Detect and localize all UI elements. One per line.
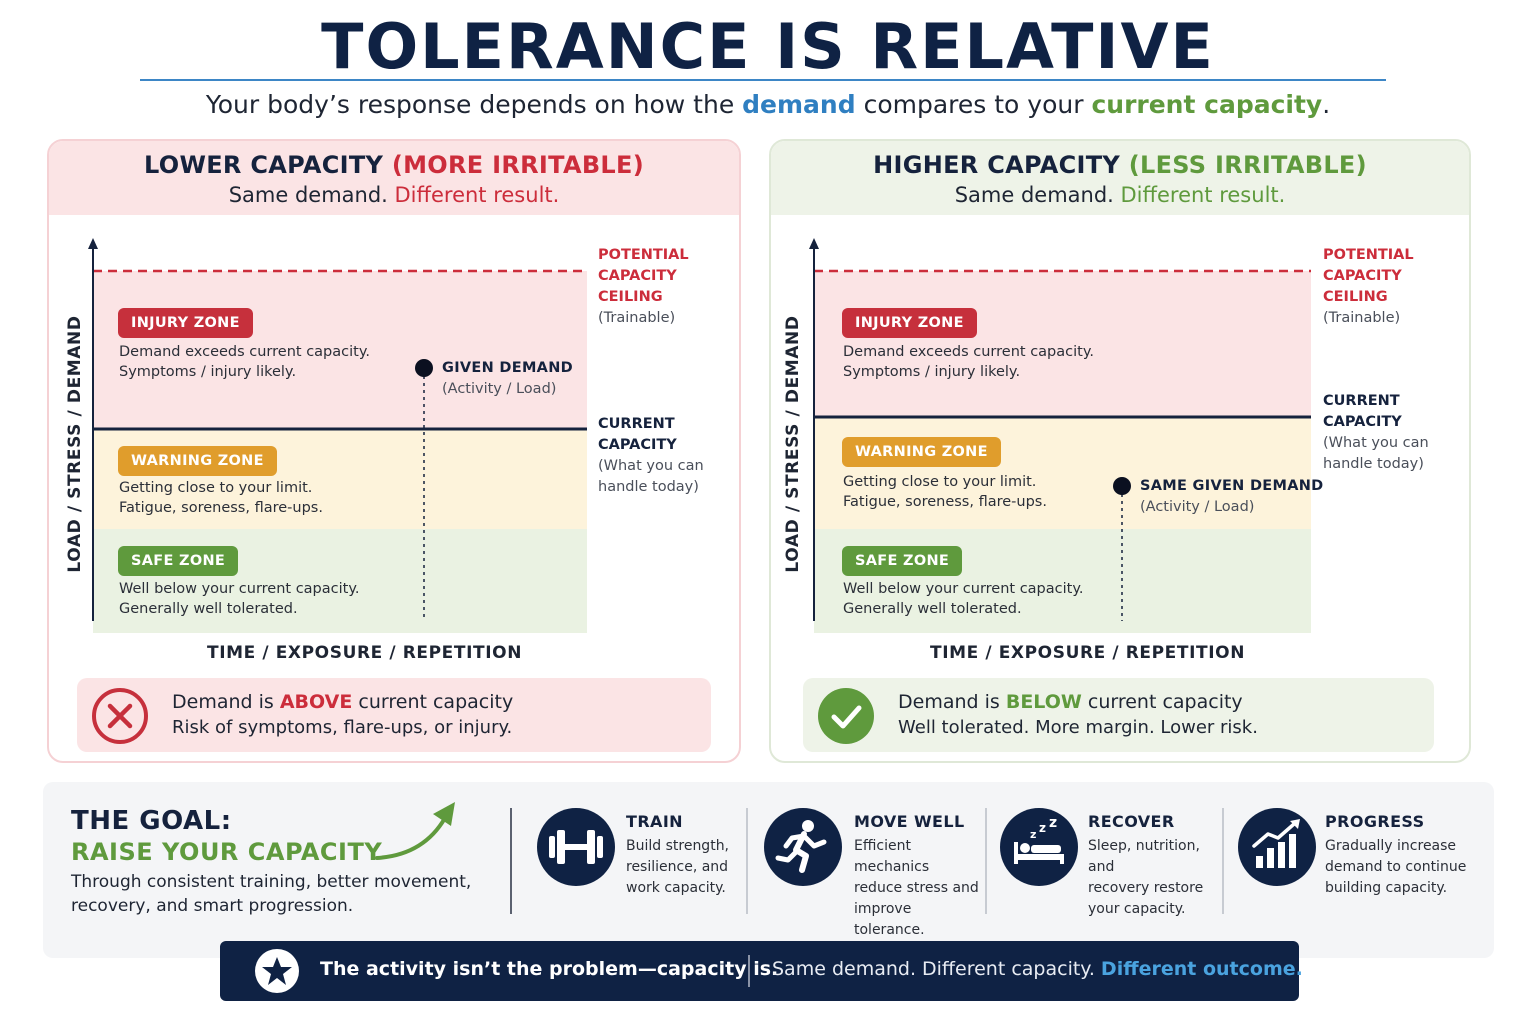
safe-zone-pill: SAFE ZONE: [842, 546, 963, 576]
given-demand-dot: [415, 359, 433, 377]
dumbbell-icon: [537, 808, 615, 886]
svg-text:z: z: [1030, 828, 1036, 841]
feature-description: Sleep, nutrition, and recovery restore you…: [1088, 838, 1204, 917]
panel-header: LOWER CAPACITY (MORE IRRITABLE) Same dem…: [49, 141, 739, 215]
x-axis-label: TIME / EXPOSURE / REPETITION: [930, 643, 1246, 663]
verdict-detail: Risk of symptoms, flare-ups, or injury.: [172, 717, 513, 738]
panel-header: HIGHER CAPACITY (LESS IRRITABLE) Same de…: [771, 141, 1469, 215]
warning-zone-area: [814, 417, 1311, 529]
verdict-detail: Well tolerated. More margin. Lower risk.: [898, 717, 1258, 738]
given-demand-label: GIVEN DEMAND (Activity / Load): [442, 360, 573, 397]
feature-divider: [746, 808, 748, 914]
warning-zone-pill: WARNING ZONE: [118, 446, 277, 476]
injury-zone-text: Demand exceeds current capacity. Symptoms…: [119, 344, 370, 380]
page-subtitle: Your body’s response depends on how the …: [205, 90, 1331, 119]
feature-title: PROGRESS: [1325, 812, 1425, 831]
verdict-box: Demand is BELOW current capacity Well to…: [803, 678, 1434, 752]
feature-recover: z z z RECOVER Sleep, nutrition, and recov…: [1000, 808, 1220, 917]
y-axis-label: LOAD / STRESS / DEMAND: [783, 315, 803, 573]
bottom-banner: The activity isn’t the problem—capacity …: [220, 941, 1303, 1001]
left-chart-lines: [88, 238, 587, 621]
feature-train: TRAIN Build strength, resilience, and work…: [537, 808, 747, 908]
warning-zone-area: [93, 429, 587, 529]
current-capacity-label: CURRENT CAPACITY (What you can handle today…: [598, 416, 704, 495]
svg-text:z: z: [1049, 815, 1057, 831]
x-axis-label: TIME / EXPOSURE / REPETITION: [207, 643, 523, 663]
current-capacity-label: CURRENT CAPACITY (What you can handle today…: [1323, 393, 1429, 472]
goal-section: THE GOAL: RAISE YOUR CAPACITY Through co…: [43, 782, 1494, 958]
star-icon: [255, 949, 299, 993]
sleep-bed-icon: z z z: [1000, 808, 1078, 886]
runner-icon: [764, 808, 842, 886]
title-underline: [140, 79, 1386, 81]
upward-arrow-icon: [375, 802, 455, 860]
y-axis-arrow: [809, 238, 819, 249]
feature-description: Build strength, resilience, and work capac…: [626, 838, 730, 896]
banner-tagline: Same demand. Different capacity. Differe…: [772, 958, 1303, 980]
panel-subtitle: Same demand. Different result.: [228, 183, 560, 207]
feature-description: Gradually increase demand to continue buil…: [1325, 838, 1467, 896]
injury-zone-pill: INJURY ZONE: [118, 308, 253, 338]
warning-zone-text: Getting close to your limit. Fatigue, sor…: [119, 480, 323, 516]
goal-description: Through consistent training, better move…: [71, 872, 472, 916]
right-chart-lines: [809, 238, 1311, 621]
growth-chart-icon: [1238, 808, 1316, 886]
verdict-headline: Demand is BELOW current capacity: [898, 691, 1243, 713]
svg-text:z: z: [1039, 821, 1046, 835]
warning-zone-pill: WARNING ZONE: [842, 437, 1001, 467]
lower-capacity-panel: LOWER CAPACITY (MORE IRRITABLE) Same dem…: [47, 139, 741, 763]
safe-zone-pill: SAFE ZONE: [118, 546, 239, 576]
page-title: TOLERANCE IS RELATIVE: [321, 10, 1215, 83]
injury-zone-area: [93, 271, 587, 429]
goal-divider: [510, 808, 512, 914]
feature-title: MOVE WELL: [854, 812, 965, 831]
feature-description: Efficient mechanics reduce stress and impr…: [854, 838, 979, 938]
potential-ceiling-label: POTENTIAL CAPACITY CEILING (Trainable): [1323, 247, 1414, 326]
injury-zone-text: Demand exceeds current capacity. Symptoms…: [843, 344, 1094, 380]
feature-move-well: MOVE WELL Efficient mechanics reduce stre…: [764, 808, 984, 938]
x-circle-icon: [92, 688, 148, 744]
panel-title: HIGHER CAPACITY (LESS IRRITABLE): [873, 151, 1367, 179]
feature-divider: [985, 808, 987, 914]
feature-title: TRAIN: [626, 812, 683, 831]
verdict-headline: Demand is ABOVE current capacity: [172, 691, 514, 713]
same-demand-label: SAME GIVEN DEMAND (Activity / Load): [1140, 478, 1324, 515]
goal-headline: RAISE YOUR CAPACITY: [71, 838, 383, 866]
panel-subtitle: Same demand. Different result.: [954, 183, 1286, 207]
feature-title: RECOVER: [1088, 812, 1175, 831]
check-circle-icon: [818, 688, 874, 744]
safe-zone-text: Well below your current capacity. General…: [119, 581, 360, 617]
safe-zone-text: Well below your current capacity. General…: [843, 581, 1084, 617]
potential-ceiling-label: POTENTIAL CAPACITY CEILING (Trainable): [598, 247, 689, 326]
warning-zone-text: Getting close to your limit. Fatigue, sor…: [843, 474, 1047, 510]
injury-zone-pill: INJURY ZONE: [842, 308, 977, 338]
higher-capacity-panel: HIGHER CAPACITY (LESS IRRITABLE) Same de…: [769, 139, 1471, 763]
banner-separator: [748, 955, 750, 987]
panel-title: LOWER CAPACITY (MORE IRRITABLE): [144, 151, 644, 179]
goal-title: THE GOAL:: [71, 806, 232, 836]
feature-progress: PROGRESS Gradually increase demand to con…: [1238, 808, 1468, 908]
y-axis-label: LOAD / STRESS / DEMAND: [65, 315, 85, 573]
injury-zone-area: [814, 271, 1311, 417]
feature-divider: [1222, 808, 1224, 914]
verdict-box: Demand is ABOVE current capacity Risk of…: [77, 678, 711, 752]
banner-message: The activity isn’t the problem—capacity …: [320, 958, 779, 980]
y-axis-arrow: [88, 238, 98, 249]
same-demand-dot: [1113, 477, 1131, 495]
